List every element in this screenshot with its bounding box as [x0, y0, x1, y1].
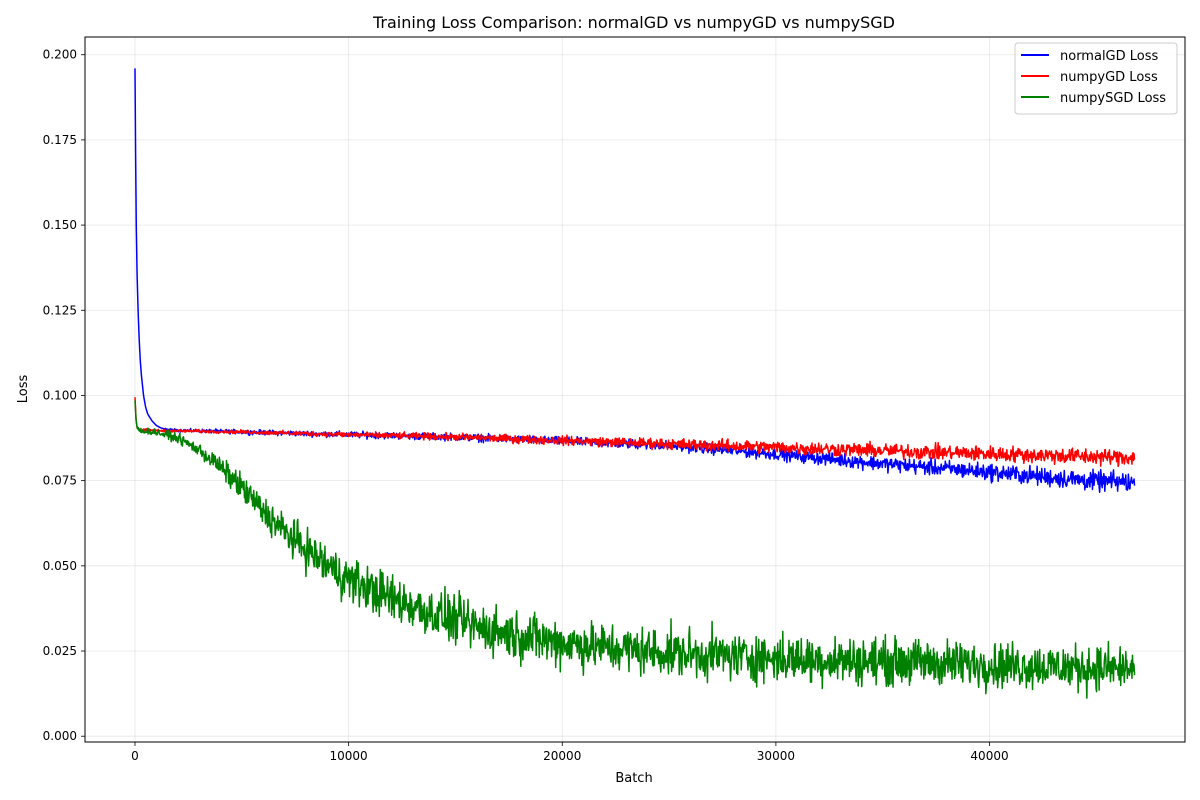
legend-label: normalGD Loss	[1060, 49, 1159, 64]
y-tick-label: 0.050	[43, 559, 77, 573]
x-tick-label: 40000	[970, 749, 1008, 763]
legend-label: numpySGD Loss	[1060, 91, 1166, 106]
y-tick-label: 0.075	[43, 474, 77, 488]
y-tick-label: 0.025	[43, 644, 77, 658]
y-axis-ticks: 0.000 0.025 0.050 0.075 0.100 0.125 0.150 0.175…	[43, 48, 85, 743]
y-axis-label: Loss	[16, 375, 31, 404]
series-line	[134, 400, 1136, 699]
series-layer	[134, 68, 1136, 699]
plot-frame	[84, 36, 1186, 743]
legend-label: numpyGD Loss	[1060, 70, 1158, 85]
x-tick-label: 0	[131, 749, 139, 763]
series-line	[134, 397, 1136, 468]
x-tick-label: 30000	[757, 749, 795, 763]
x-axis-label: Batch	[615, 771, 652, 786]
y-tick-label: 0.100	[43, 388, 77, 402]
y-tick-label: 0.150	[43, 218, 77, 232]
legend-box	[1014, 42, 1178, 115]
y-tick-label: 0.125	[43, 303, 77, 317]
x-tick-label: 20000	[543, 749, 581, 763]
y-tick-label: 0.000	[43, 729, 77, 743]
y-tick-label: 0.175	[43, 133, 77, 147]
x-axis-ticks: 0 10000 20000 30000 40000	[131, 742, 1009, 763]
chart-title: Training Loss Comparison: normalGD vs nu…	[372, 13, 895, 32]
y-tick-label: 0.200	[43, 48, 77, 62]
grid-lines	[85, 37, 1185, 742]
x-tick-label: 10000	[330, 749, 368, 763]
legend: normalGD Loss numpyGD Loss numpySGD Loss	[1014, 42, 1178, 115]
